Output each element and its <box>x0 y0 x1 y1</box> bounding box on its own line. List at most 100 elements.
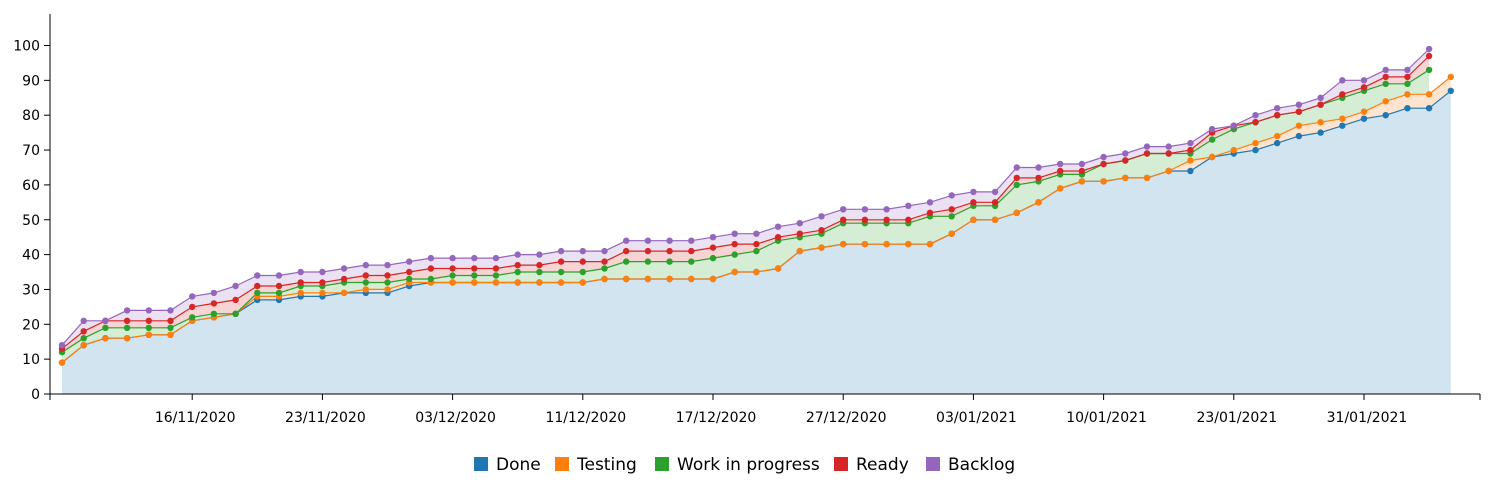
point-testing <box>753 268 760 276</box>
point-ready <box>1382 73 1389 81</box>
point-backlog <box>189 293 196 300</box>
point-ready <box>1360 84 1368 91</box>
point-testing <box>80 342 87 349</box>
point-ready <box>1317 101 1324 108</box>
point-ready <box>123 317 131 324</box>
x-tick-label: 03/12/2020 <box>415 410 496 426</box>
point-backlog <box>1230 122 1238 129</box>
point-backlog <box>1208 125 1216 133</box>
point-work-in-progress <box>709 254 717 262</box>
x-axis: 16/11/2020 23/11/2020 03/12/2020 11/12/2020… <box>49 393 1481 426</box>
point-testing <box>1425 91 1433 98</box>
point-work-in-progress <box>492 272 500 279</box>
point-backlog <box>579 247 586 255</box>
point-backlog <box>926 199 934 206</box>
y-tick-label: 40 <box>22 248 40 264</box>
point-work-in-progress <box>1208 136 1216 143</box>
y-tick-label: 60 <box>22 178 40 194</box>
point-testing <box>926 240 934 248</box>
point-ready <box>1035 174 1042 182</box>
point-backlog <box>1317 94 1324 102</box>
point-backlog <box>1078 160 1086 168</box>
point-work-in-progress <box>384 279 391 286</box>
point-testing <box>688 275 695 283</box>
point-work-in-progress <box>1013 181 1020 189</box>
point-ready <box>623 247 630 255</box>
point-done <box>1447 87 1455 95</box>
point-work-in-progress <box>471 272 478 279</box>
point-work-in-progress <box>948 213 955 220</box>
y-tick-label: 0 <box>31 387 40 403</box>
y-tick-label: 100 <box>13 39 40 55</box>
point-testing <box>1143 174 1151 182</box>
point-ready <box>991 199 999 206</box>
point-ready <box>1339 91 1346 98</box>
point-done <box>1382 112 1389 119</box>
point-testing <box>449 279 456 286</box>
point-backlog <box>275 272 283 279</box>
point-testing <box>861 240 869 248</box>
point-backlog <box>796 220 803 227</box>
point-backlog <box>774 223 782 230</box>
point-backlog <box>58 342 66 349</box>
legend: Done Testing Work in progress Ready Backlog <box>474 455 1015 475</box>
point-work-in-progress <box>406 275 413 283</box>
point-testing <box>514 279 521 286</box>
point-work-in-progress <box>1404 80 1411 88</box>
point-done <box>1425 105 1433 112</box>
point-testing <box>102 335 109 342</box>
point-testing <box>471 279 478 286</box>
legend-swatch <box>555 457 569 471</box>
legend-label: Done <box>496 455 541 475</box>
point-ready <box>1143 150 1151 157</box>
y-tick-label: 50 <box>22 213 40 229</box>
point-ready <box>926 209 934 216</box>
point-work-in-progress <box>80 335 87 342</box>
point-backlog <box>644 237 652 244</box>
y-tick-label: 20 <box>22 317 40 333</box>
point-testing <box>796 247 803 255</box>
point-backlog <box>1382 66 1389 74</box>
point-testing <box>818 244 825 251</box>
point-backlog <box>340 265 348 272</box>
point-testing <box>1035 199 1042 206</box>
point-work-in-progress <box>427 275 435 283</box>
point-backlog <box>1252 112 1259 119</box>
point-testing <box>1208 153 1216 161</box>
point-testing <box>1252 139 1259 147</box>
point-ready <box>948 206 955 213</box>
point-ready <box>818 227 825 234</box>
area-layers <box>62 49 1451 395</box>
point-work-in-progress <box>102 324 109 331</box>
point-work-in-progress <box>688 258 695 265</box>
point-work-in-progress <box>275 289 283 297</box>
point-backlog <box>1122 150 1129 157</box>
point-backlog <box>1360 77 1368 84</box>
legend-swatch <box>655 457 669 471</box>
point-ready <box>688 247 695 255</box>
point-ready <box>427 265 435 272</box>
point-ready <box>471 265 478 272</box>
point-testing <box>123 335 131 342</box>
point-testing <box>1339 115 1346 122</box>
point-ready <box>167 317 174 324</box>
point-testing <box>1078 178 1086 185</box>
point-testing <box>1230 146 1238 154</box>
point-backlog <box>123 307 131 314</box>
point-backlog <box>1013 164 1020 171</box>
point-backlog <box>883 206 890 213</box>
point-testing <box>167 331 174 338</box>
point-testing <box>1360 108 1368 115</box>
point-ready <box>861 216 869 223</box>
point-backlog <box>492 254 500 262</box>
point-testing <box>1317 119 1324 126</box>
point-ready <box>970 199 977 206</box>
point-backlog <box>1187 139 1194 147</box>
point-work-in-progress <box>123 324 131 331</box>
point-ready <box>1013 174 1020 182</box>
point-backlog <box>1339 77 1346 84</box>
point-work-in-progress <box>254 289 261 297</box>
point-backlog <box>1404 66 1411 74</box>
point-testing <box>1382 98 1389 105</box>
